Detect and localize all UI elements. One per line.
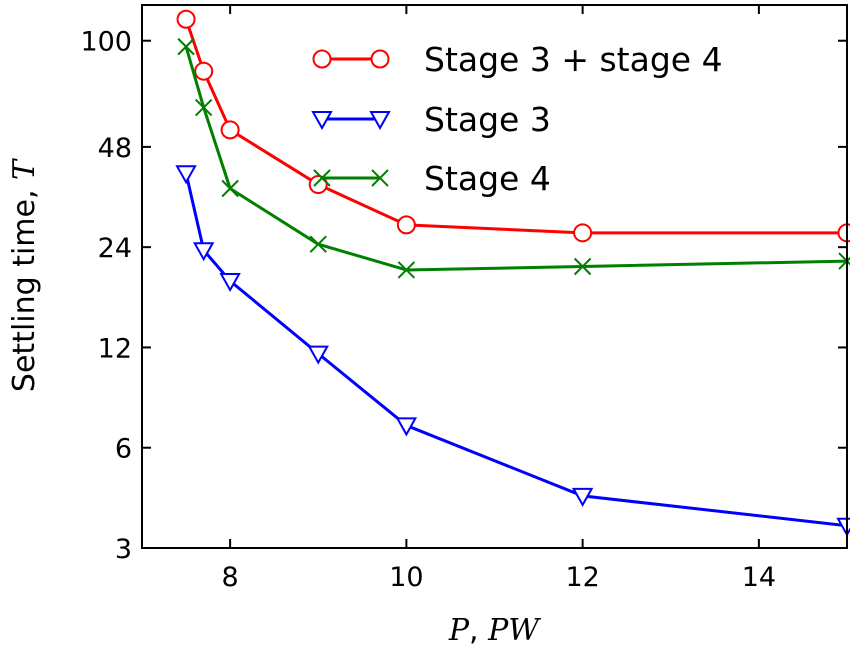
y-tick-label: 6	[115, 434, 132, 465]
data-point-circle	[396, 215, 416, 235]
x-tick-label: 14	[742, 562, 776, 593]
legend-label-stage-3: Stage 3	[424, 100, 551, 139]
legend-marker-circle-right	[370, 49, 390, 69]
data-point-circle	[194, 61, 214, 81]
y-axis-title: Settling time, T	[7, 158, 42, 392]
plot-area	[142, 5, 847, 548]
x-tick-label: 12	[565, 562, 599, 593]
legend-label-stage-4: Stage 4	[424, 159, 551, 198]
series-layer	[175, 9, 850, 537]
data-point-triangle	[192, 242, 215, 262]
data-point-triangle	[307, 345, 329, 365]
data-point-triangle	[571, 487, 594, 507]
data-point-triangle	[395, 417, 418, 437]
y-tick-label: 100	[80, 27, 132, 58]
x-axis-title: P, PW	[448, 613, 541, 648]
data-point-circle	[220, 120, 240, 140]
x-axis-title-p: P	[448, 613, 470, 648]
data-point-x	[397, 261, 416, 279]
legend-item-stage-4: Stage 4	[313, 159, 551, 198]
data-point-x	[177, 37, 195, 56]
data-point-triangle	[219, 272, 241, 293]
series-circle	[176, 9, 850, 243]
data-point-circle	[573, 223, 593, 243]
legend-marker-triangle-left	[311, 111, 333, 131]
x-tick-label: 8	[222, 562, 239, 593]
legend-item-stage-3-plus-stage-4: Stage 3 + stage 4	[312, 40, 723, 79]
legend-item-stage-3: Stage 3	[311, 100, 551, 139]
data-point-circle	[176, 9, 196, 29]
series-triangle-down	[175, 165, 850, 537]
y-axis-title-t: T	[7, 158, 42, 180]
ticks-layer: 8 10 12 14 3 6 12 24 48 100	[80, 5, 847, 593]
data-point-x	[194, 98, 213, 117]
legend-marker-x-right	[371, 169, 389, 187]
data-point-circle	[837, 223, 850, 243]
x-tick-label: 10	[389, 562, 423, 593]
y-tick-label: 3	[115, 534, 132, 565]
data-point-x	[221, 179, 239, 198]
y-tick-label: 24	[98, 233, 132, 264]
legend-marker-circle-left	[312, 49, 332, 69]
plot-frame	[141, 4, 848, 549]
x-axis-title-sep: ,	[469, 613, 488, 648]
data-point-circle	[308, 175, 328, 195]
y-axis-title-text: Settling time,	[7, 180, 42, 392]
x-axis-title-pw: PW	[487, 613, 541, 648]
legend-label-stage-3-plus-stage-4: Stage 3 + stage 4	[424, 40, 723, 79]
legend: Stage 3 + stage 4 Stage 3 Stage 4	[311, 40, 723, 198]
legend-marker-triangle-right	[369, 111, 391, 131]
y-tick-label: 48	[98, 133, 132, 164]
y-tick-label: 12	[98, 333, 132, 364]
data-point-x	[573, 257, 592, 276]
legend-marker-x-left	[313, 169, 331, 187]
data-point-x	[309, 235, 327, 253]
data-point-triangle	[175, 165, 197, 185]
